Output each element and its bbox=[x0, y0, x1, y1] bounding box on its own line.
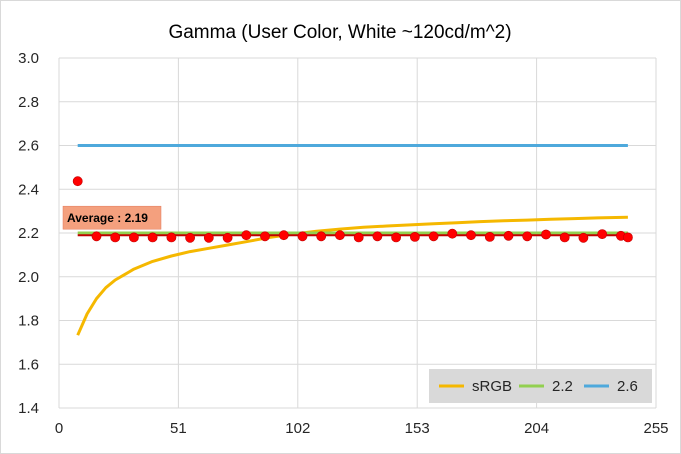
data-point bbox=[484, 231, 495, 242]
chart-title: Gamma (User Color, White ~120cd/m^2) bbox=[168, 22, 511, 43]
data-point bbox=[128, 232, 139, 243]
x-tick-label: 102 bbox=[285, 420, 310, 437]
data-point bbox=[447, 228, 458, 239]
data-point bbox=[278, 230, 289, 241]
data-point bbox=[110, 232, 121, 243]
y-tick-label: 3.0 bbox=[18, 50, 39, 67]
legend-label-2-6: 2.6 bbox=[617, 378, 638, 395]
data-point bbox=[72, 176, 83, 187]
y-tick-label: 2.4 bbox=[18, 181, 39, 198]
data-point bbox=[541, 229, 551, 240]
data-point bbox=[260, 231, 270, 242]
x-tick-label: 255 bbox=[643, 420, 668, 437]
y-tick-label: 2.2 bbox=[18, 225, 39, 242]
data-point bbox=[428, 231, 439, 242]
legend-label-2-2: 2.2 bbox=[552, 378, 573, 395]
data-point bbox=[466, 230, 476, 241]
x-tick-label: 51 bbox=[170, 420, 187, 437]
data-point bbox=[91, 231, 102, 242]
data-point bbox=[623, 232, 633, 243]
data-point bbox=[334, 230, 345, 241]
x-tick-label: 204 bbox=[524, 420, 549, 437]
y-tick-label: 2.8 bbox=[18, 94, 39, 111]
data-point bbox=[297, 231, 308, 242]
average-annotation-label: Average : 2.19 bbox=[67, 211, 148, 225]
data-point bbox=[316, 231, 327, 242]
average-annotation: Average : 2.19 bbox=[62, 205, 162, 230]
data-point bbox=[185, 232, 195, 243]
average-annotation-box bbox=[62, 205, 162, 230]
data-point bbox=[559, 232, 570, 243]
data-point bbox=[522, 231, 533, 242]
y-tick-label: 1.4 bbox=[18, 400, 39, 417]
series-layer bbox=[72, 144, 633, 336]
data-point bbox=[203, 232, 214, 243]
y-tick-label: 2.6 bbox=[18, 138, 39, 155]
x-tick-label: 0 bbox=[55, 420, 63, 437]
annotation-layer: Average : 2.19 bbox=[62, 205, 162, 230]
data-point bbox=[353, 232, 364, 243]
axis-layer: 1.4 1.6 1.8 2.0 2.2 2.4 2.6 2.8 3.0 0 51 102 153 204 2… bbox=[18, 50, 668, 437]
data-point bbox=[166, 232, 177, 243]
x-tick-label: 153 bbox=[405, 420, 430, 437]
data-point bbox=[578, 232, 589, 243]
data-point bbox=[391, 232, 401, 243]
data-point bbox=[372, 231, 383, 242]
data-point bbox=[503, 230, 514, 241]
data-point bbox=[147, 232, 158, 243]
legend-label-srgb: sRGB bbox=[472, 378, 512, 395]
y-tick-label: 2.0 bbox=[18, 269, 39, 286]
y-tick-label: 1.6 bbox=[18, 356, 39, 373]
y-tick-label: 1.8 bbox=[18, 313, 39, 330]
data-point bbox=[222, 232, 233, 243]
data-point bbox=[241, 230, 252, 241]
legend: sRGB 2.2 2.6 bbox=[429, 369, 652, 403]
data-point bbox=[597, 229, 608, 239]
data-point bbox=[409, 231, 420, 242]
